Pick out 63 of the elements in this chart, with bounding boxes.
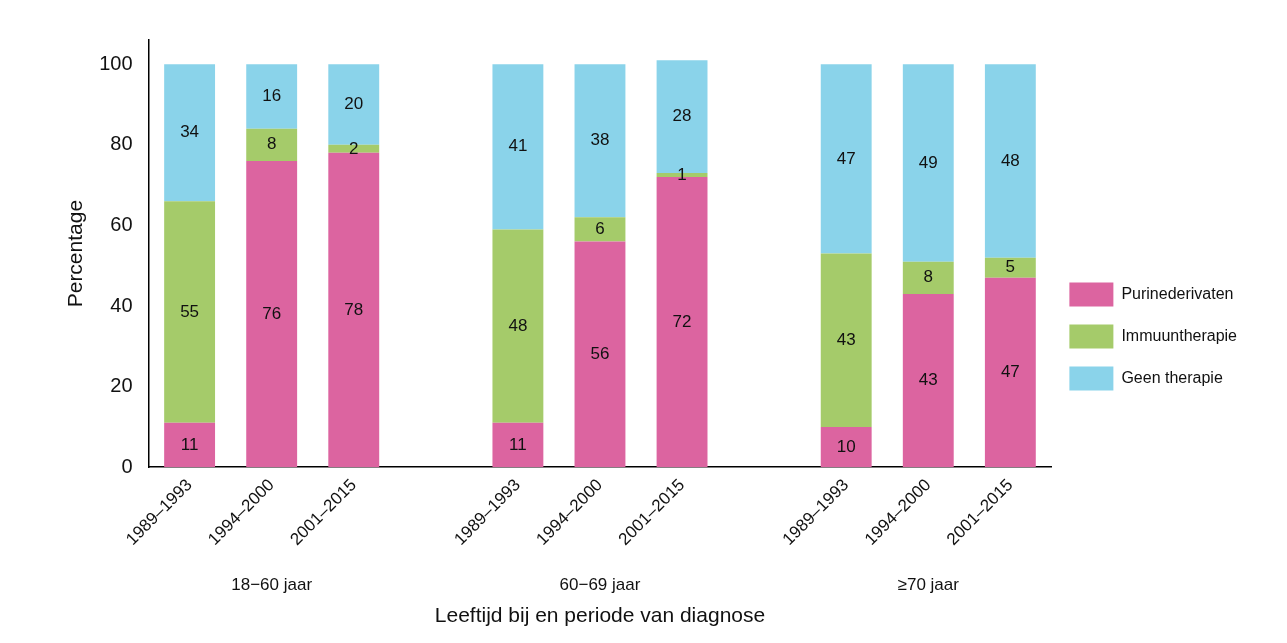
data-label: 78 xyxy=(344,299,364,319)
data-label: 20 xyxy=(344,94,364,114)
bar xyxy=(164,64,216,202)
y-tick-label: 100 xyxy=(99,51,133,74)
bar xyxy=(574,64,626,218)
data-label: 8 xyxy=(923,267,934,287)
bar xyxy=(902,261,954,294)
text: 18−60 jaar xyxy=(231,574,313,594)
bar xyxy=(902,293,954,468)
data-label: 43 xyxy=(918,370,938,390)
data-label: 47 xyxy=(1000,362,1020,382)
data-label: 48 xyxy=(1000,150,1020,170)
data-label: 8 xyxy=(266,134,277,154)
data-label: 55 xyxy=(180,301,200,321)
data-label: 48 xyxy=(508,315,528,335)
bar xyxy=(820,64,872,254)
y-tick-label: 60 xyxy=(110,212,133,235)
legend-label: Purinederivaten xyxy=(1121,284,1234,302)
bar xyxy=(820,253,872,427)
data-label: 10 xyxy=(836,436,856,456)
bar xyxy=(984,277,1036,468)
data-label: 16 xyxy=(262,86,282,106)
data-label: 47 xyxy=(836,148,856,168)
bar xyxy=(246,64,298,129)
data-label: 34 xyxy=(180,122,200,142)
bar xyxy=(164,201,216,423)
bar xyxy=(902,64,954,262)
data-label: 38 xyxy=(590,130,610,150)
data-label: 5 xyxy=(1005,257,1016,277)
data-label: 56 xyxy=(590,344,610,364)
data-label: 72 xyxy=(672,311,692,331)
data-label: 11 xyxy=(180,434,199,454)
bar xyxy=(328,144,380,153)
bar xyxy=(492,422,544,468)
legend-label: Immuuntherapie xyxy=(1121,326,1238,344)
text: 60−69 jaar xyxy=(559,574,641,594)
bar xyxy=(492,229,544,423)
data-label: 2 xyxy=(349,138,359,158)
bar xyxy=(328,152,380,468)
x-axis-title: Leeftijd bij en periode van diagnose xyxy=(434,603,766,627)
y-tick-label: 0 xyxy=(121,454,133,477)
data-label: 76 xyxy=(262,303,282,323)
bar xyxy=(492,64,544,230)
text: ≥70 jaar xyxy=(897,574,960,594)
bar xyxy=(574,241,626,468)
bar xyxy=(984,64,1036,258)
data-label: 6 xyxy=(595,219,605,239)
data-label: 28 xyxy=(672,106,692,126)
y-tick-label: 80 xyxy=(110,132,133,155)
y-tick-label: 20 xyxy=(110,374,133,397)
data-label: 41 xyxy=(508,136,528,156)
data-label: 43 xyxy=(836,329,856,349)
bar xyxy=(984,257,1036,278)
y-axis-title: Percentage xyxy=(63,199,87,308)
bar xyxy=(246,160,298,468)
bar xyxy=(164,422,216,468)
bar xyxy=(574,217,626,242)
data-label: 11 xyxy=(509,434,527,454)
bar xyxy=(820,426,872,468)
y-tick-label: 40 xyxy=(110,293,133,316)
legend-label: Geen therapie xyxy=(1121,368,1223,386)
data-label: 49 xyxy=(918,152,938,172)
bar xyxy=(246,128,298,161)
